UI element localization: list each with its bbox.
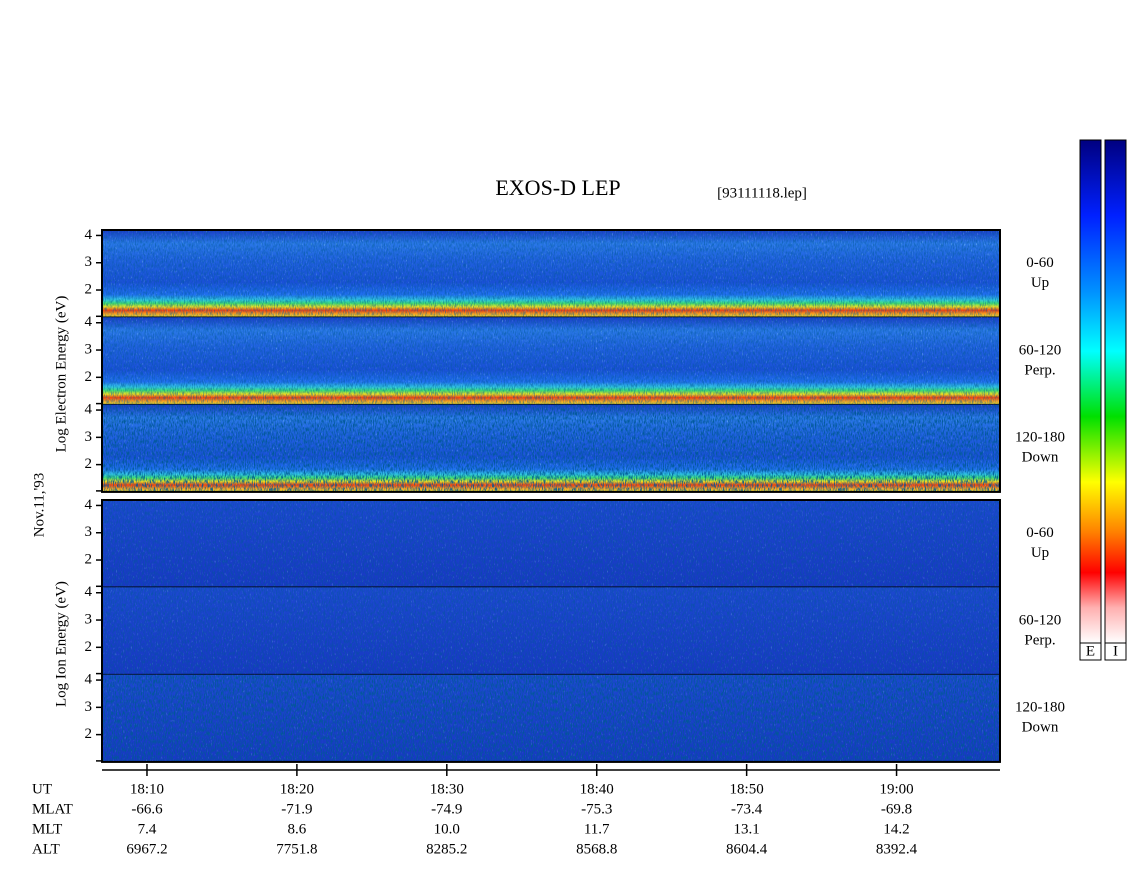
x-tick-label: 18:50	[730, 781, 764, 797]
ephemeris-value: -66.6	[131, 801, 163, 817]
ephemeris-value: 8604.4	[726, 841, 768, 857]
spectrogram-texture	[102, 674, 1000, 762]
ephemeris-value: -75.3	[581, 801, 612, 817]
y-tick-label: 3	[85, 699, 93, 715]
y-tick-label: 3	[85, 341, 93, 357]
ephemeris-value: 7.4	[138, 821, 157, 837]
ephemeris-value: 11.7	[584, 821, 610, 837]
x-tick-label: 18:40	[580, 781, 614, 797]
y-tick-label: 4	[85, 584, 93, 600]
date-label: Nov.11,'93	[31, 473, 47, 538]
x-axis-label: UT	[32, 781, 52, 797]
panel-direction-label: Down	[1022, 450, 1059, 466]
ephemeris-value: 8568.8	[576, 841, 617, 857]
x-tick-label: 18:10	[130, 781, 164, 797]
colorbar-label-box	[1079, 642, 1102, 661]
panel-direction-label: Down	[1022, 720, 1059, 736]
panel-direction-label: Perp.	[1024, 362, 1055, 378]
ephemeris-value: -69.8	[881, 801, 912, 817]
ephemeris-label: MLT	[32, 821, 62, 837]
y-tick-label: 2	[85, 456, 93, 472]
panel-angle-label: 0-60	[1026, 255, 1054, 271]
x-tick-label: 18:20	[280, 781, 314, 797]
panel-direction-label: Perp.	[1024, 632, 1055, 648]
group-frame	[101, 229, 1001, 493]
panel-angle-label: 120-180	[1015, 430, 1065, 446]
x-tick-label: 18:30	[430, 781, 464, 797]
colorbar	[1104, 139, 1127, 644]
ephemeris-value: 6967.2	[126, 841, 167, 857]
panel-angle-label: 60-120	[1019, 612, 1062, 628]
colorbar	[1079, 139, 1102, 644]
ephemeris-label: ALT	[32, 841, 60, 857]
y-tick-label: 4	[85, 497, 93, 513]
y-axis-label: Log Ion Energy (eV)	[53, 581, 69, 707]
panel-angle-label: 60-120	[1019, 342, 1062, 358]
ephemeris-value: -71.9	[281, 801, 312, 817]
spectrogram-texture	[102, 500, 1000, 588]
ephemeris-value: 8285.2	[426, 841, 467, 857]
panel-direction-label: Up	[1031, 545, 1049, 561]
y-tick-label: 2	[85, 369, 93, 385]
x-tick-label: 19:00	[879, 781, 913, 797]
panel-direction-label: Up	[1031, 275, 1049, 291]
file-name: [93111118.lep]	[717, 185, 807, 201]
y-tick-label: 2	[85, 551, 93, 567]
ephemeris-value: 7751.8	[276, 841, 317, 857]
y-tick-label: 3	[85, 611, 93, 627]
group-frame	[101, 499, 1001, 763]
ephemeris-value: 8.6	[288, 821, 307, 837]
ephemeris-value: 10.0	[434, 821, 460, 837]
ephemeris-label: MLAT	[32, 801, 73, 817]
y-tick-label: 4	[85, 671, 93, 687]
ephemeris-value: 13.1	[734, 821, 760, 837]
y-tick-label: 2	[85, 639, 93, 655]
ephemeris-value: 8392.4	[876, 841, 918, 857]
y-axis-label: Log Electron Energy (eV)	[53, 296, 69, 453]
y-tick-label: 3	[85, 524, 93, 540]
colorbar-label: E	[1086, 643, 1095, 659]
chart-title: EXOS-D LEP	[495, 175, 620, 200]
panel-angle-label: 0-60	[1026, 525, 1054, 541]
y-tick-label: 2	[85, 281, 93, 297]
panel-angle-label: 120-180	[1015, 700, 1065, 716]
ephemeris-value: -73.4	[731, 801, 763, 817]
y-tick-label: 2	[85, 726, 93, 742]
spectrogram-texture	[102, 587, 1000, 675]
spectrogram-texture	[102, 404, 1000, 492]
colorbar-label-box	[1104, 642, 1127, 661]
colorbar-label: I	[1113, 643, 1118, 659]
ephemeris-value: 14.2	[883, 821, 909, 837]
ephemeris-value: -74.9	[431, 801, 462, 817]
y-tick-label: 4	[85, 401, 93, 417]
y-tick-label: 4	[85, 227, 93, 243]
y-tick-label: 3	[85, 429, 93, 445]
y-tick-label: 3	[85, 254, 93, 270]
spectrogram-texture	[102, 317, 1000, 405]
y-tick-label: 4	[85, 314, 93, 330]
spectrogram-texture	[102, 230, 1000, 318]
